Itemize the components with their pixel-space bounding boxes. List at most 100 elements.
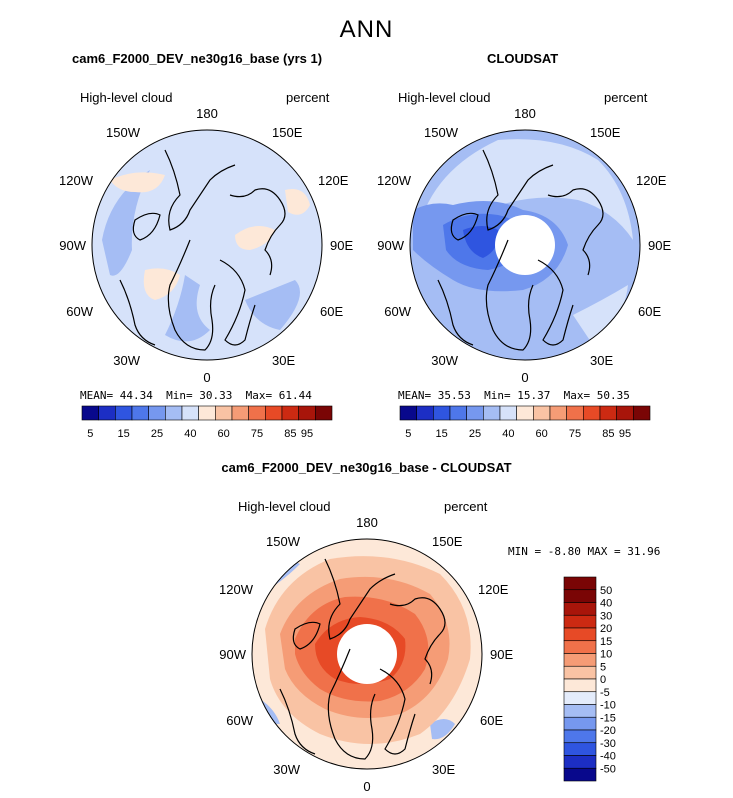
colorbar-tick-label: 60 — [536, 428, 548, 440]
colorbar-swatch — [563, 602, 597, 616]
panel-2-map-border — [409, 129, 641, 361]
colorbar-swatch — [563, 755, 597, 769]
lon-label: 90E — [330, 238, 353, 253]
lon-label: 120E — [478, 582, 509, 597]
colorbar-swatch — [549, 405, 567, 421]
season-title: ANN — [339, 16, 394, 43]
colorbar-swatch — [265, 405, 283, 421]
colorbar-swatch — [98, 405, 116, 421]
colorbar-swatch — [81, 405, 99, 421]
colorbar-swatch — [563, 614, 597, 629]
colorbar-tick-label: -40 — [600, 751, 616, 763]
colorbar-swatch — [583, 405, 601, 421]
panel-2-title: CLOUDSAT — [487, 51, 559, 66]
lon-label: 60E — [480, 713, 503, 728]
lon-label: 150W — [424, 125, 459, 140]
colorbar-swatch — [533, 405, 551, 421]
lon-label: 150W — [266, 534, 301, 549]
panel-1-contour-low-south — [165, 275, 210, 342]
panel-2-colorbar: 5 15 25 40 60 75 85 95 — [399, 405, 651, 440]
panel-2-contour-southeast — [573, 285, 628, 345]
panel-3-units: percent — [444, 499, 488, 514]
panel-3-coastlines — [279, 558, 446, 760]
panel-3-longitude-labels: 180 150E 120E 90E 60E 30E 0 30W 60W 90W … — [219, 515, 513, 794]
lon-label: 120W — [219, 582, 254, 597]
colorbar-swatch — [563, 576, 597, 591]
lon-label: 90E — [648, 238, 671, 253]
colorbar-swatch — [563, 704, 597, 718]
colorbar-swatch — [563, 716, 597, 731]
panel-1-contour-low-east — [245, 280, 300, 330]
colorbar-swatch — [315, 405, 333, 421]
colorbar-swatch — [248, 405, 266, 421]
colorbar-tick-label: 0 — [600, 674, 606, 686]
colorbar-swatch — [399, 405, 417, 421]
panel-3-map-border — [251, 538, 483, 770]
colorbar-swatch — [563, 742, 597, 756]
colorbar-tick-label: 95 — [301, 428, 313, 440]
lon-label: 150E — [590, 125, 621, 140]
colorbar-tick-label: 95 — [619, 428, 631, 440]
lon-label: 0 — [363, 779, 370, 794]
colorbar-tick-label: 5 — [87, 428, 93, 440]
panel-1-contour-high-1 — [110, 172, 165, 193]
colorbar-tick-label: 5 — [600, 661, 606, 673]
colorbar-tick-label: -50 — [600, 763, 616, 775]
lon-label: 30W — [273, 762, 300, 777]
lon-label: 60E — [320, 304, 343, 319]
colorbar-tick-label: 5 — [405, 428, 411, 440]
lon-label: 150E — [272, 125, 303, 140]
colorbar-swatch — [563, 589, 597, 603]
lon-label: 30E — [432, 762, 455, 777]
panel-3-variable: High-level cloud — [238, 499, 331, 514]
colorbar-tick-label: 20 — [600, 623, 612, 635]
colorbar-swatch — [563, 640, 597, 654]
lon-label: 0 — [203, 370, 210, 385]
colorbar-swatch — [563, 729, 597, 744]
panel-1-contour-low-west — [102, 170, 150, 276]
panel-3-contour-neg-3 — [430, 719, 455, 740]
lon-label: 120E — [318, 173, 349, 188]
panel-2-map: 180 150E 120E 90E 60E 30E 0 30W 60W 90W … — [377, 106, 671, 385]
lon-label: 150W — [106, 125, 141, 140]
colorbar-swatch — [281, 405, 299, 421]
lon-label: 60W — [66, 304, 93, 319]
colorbar-swatch — [563, 678, 597, 693]
panel-2-variable: High-level cloud — [398, 90, 491, 105]
colorbar-swatch — [231, 405, 249, 421]
colorbar-swatch — [483, 405, 501, 421]
panel-1-map-border — [91, 129, 323, 361]
panel-1-stats: MEAN= 44.34 Min= 30.33 Max= 61.44 — [80, 389, 312, 402]
panel-3-title: cam6_F2000_DEV_ne30g16_base - CLOUDSAT — [221, 460, 512, 475]
panel-1-contour-high-4 — [285, 189, 310, 215]
colorbar-swatch — [181, 405, 199, 421]
colorbar-tick-label: 75 — [569, 428, 581, 440]
panel-2-longitude-labels: 180 150E 120E 90E 60E 30E 0 30W 60W 90W … — [377, 106, 671, 385]
colorbar-tick-label: 30 — [600, 610, 612, 622]
panel-2-stats: MEAN= 35.53 Min= 15.37 Max= 50.35 — [398, 389, 630, 402]
colorbar-tick-label: 85 — [602, 428, 614, 440]
colorbar-swatch — [563, 665, 597, 680]
colorbar-swatch — [131, 405, 149, 421]
colorbar-swatch — [466, 405, 484, 421]
panel-1-title: cam6_F2000_DEV_ne30g16_base (yrs 1) — [72, 51, 323, 66]
lon-label: 90W — [59, 238, 86, 253]
colorbar-tick-label: 25 — [151, 428, 163, 440]
lon-label: 150E — [432, 534, 463, 549]
panel-2-contour-lowest — [463, 226, 499, 258]
panel-1-longitude-labels: 180 150E 120E 90E 60E 30E 0 30W 60W 90W … — [59, 106, 353, 385]
colorbar-tick-label: 15 — [118, 428, 130, 440]
colorbar-swatch — [198, 405, 216, 421]
lon-label: 60E — [638, 304, 661, 319]
panel-1-map: 180 150E 120E 90E 60E 30E 0 30W 60W 90W … — [59, 106, 353, 385]
colorbar-tick-label: -5 — [600, 687, 610, 699]
colorbar-swatch — [563, 691, 597, 705]
colorbar-swatch — [633, 405, 651, 421]
panel-1-contour-high-3 — [235, 226, 275, 250]
lon-label: 0 — [521, 370, 528, 385]
panel-1-coastlines — [119, 149, 286, 351]
colorbar-tick-label: 25 — [469, 428, 481, 440]
lon-label: 30W — [431, 353, 458, 368]
colorbar-swatch — [449, 405, 467, 421]
